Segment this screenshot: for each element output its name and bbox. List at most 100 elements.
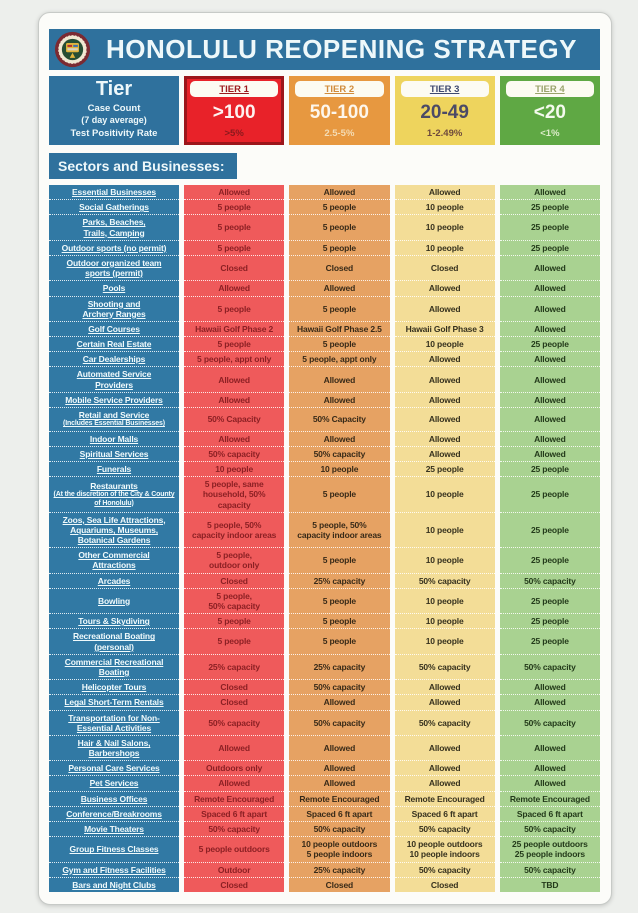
tier-3-value: Remote Encouraged (394, 791, 495, 807)
tier-4-value: 50% capacity (499, 573, 600, 589)
tier-3-value: Closed (394, 255, 495, 282)
tier-4-value: Allowed (499, 281, 600, 297)
tier-3-value: 10 people (394, 614, 495, 630)
tier-1-value: 5 people (184, 215, 285, 241)
tier-2-value: 5 people (289, 240, 390, 256)
tier-1-value: 50% Capacity (184, 408, 285, 432)
tier-2-value: Allowed (289, 392, 390, 408)
tier-1-value: Allowed (184, 281, 285, 297)
tier-3-value: 50% capacity (394, 654, 495, 681)
tier-3-value: Hawaii Golf Phase 3 (394, 321, 495, 338)
tier-4-value: 25 people (499, 614, 600, 630)
tier-3-value: Allowed (394, 776, 495, 792)
tier-2-value: 50% capacity (289, 680, 390, 696)
tier-1-value: Remote Encouraged (184, 791, 285, 807)
tier-2-value: 5 people (289, 548, 390, 574)
tier-4-value: 25 people outdoors 25 people indoors (499, 837, 600, 863)
sector-label: Conference/Breakrooms (49, 806, 179, 823)
sector-label: Other Commercial Attractions (49, 548, 179, 574)
tier-1-value: Spaced 6 ft apart (184, 806, 285, 823)
tier-1-value: 50% capacity (184, 822, 285, 838)
tier-2-value: Spaced 6 ft apart (289, 806, 390, 823)
tier-4-value: Spaced 6 ft apart (499, 806, 600, 823)
tier-3-value: Spaced 6 ft apart (394, 806, 495, 823)
tier-1-value: 5 people, outdoor only (184, 548, 285, 574)
tier-1-value: Allowed (184, 367, 285, 393)
tier-3-value: Allowed (394, 296, 495, 322)
tier-1-value: 5 people (184, 629, 285, 655)
tier-4-value: Allowed (499, 695, 600, 711)
sector-label: Arcades (49, 573, 179, 589)
tier-3-value: Allowed (394, 761, 495, 777)
sector-label: Gym and Fitness Facilities (49, 862, 179, 878)
sector-label: Pools (49, 281, 179, 297)
tier-3-value: 10 people (394, 240, 495, 256)
tier-1-value: Allowed (184, 776, 285, 792)
sector-label: Shooting and Archery Ranges (49, 296, 179, 322)
tier-1-value: 5 people (184, 200, 285, 216)
tier-2-value: 5 people, 50% capacity indoor areas (289, 512, 390, 549)
tier-4-case-count: <20 (533, 102, 566, 123)
tier-3-value: 10 people (394, 512, 495, 549)
tier-3-value: Allowed (394, 352, 495, 368)
tier-1-value: 10 people (184, 461, 285, 478)
tier-4-value: Allowed (499, 392, 600, 408)
tier-2-value: 5 people (289, 296, 390, 322)
tier-1-value: 50% capacity (184, 710, 285, 736)
sectors-heading: Sectors and Businesses: (49, 153, 237, 179)
tier-3-value: 10 people (394, 200, 495, 216)
sector-label: Recreational Boating (personal) (49, 629, 179, 655)
tier-4-value: 25 people (499, 337, 600, 353)
tier-1-header: TIER 1 >100 >5% (184, 76, 285, 145)
tier-1-value: 5 people, same household, 50% capacity (184, 477, 285, 513)
tier-summary-table: Tier Case Count (7 day average) Test Pos… (49, 76, 600, 145)
tier-3-value: Allowed (394, 446, 495, 462)
tier-4-value: Allowed (499, 431, 600, 447)
tier-2-value: Remote Encouraged (289, 791, 390, 807)
tier-3-positivity: 1-2.49% (426, 128, 463, 139)
tier-2-value: 10 people (289, 461, 390, 478)
tier-corner-header: Tier Case Count (7 day average) Test Pos… (49, 76, 179, 145)
tier-1-value: 5 people (184, 337, 285, 353)
tier-2-value: 5 people (289, 614, 390, 630)
tier-3-value: 10 people outdoors 10 people indoors (394, 837, 495, 863)
sector-label: Outdoor organized team sports (permit) (49, 255, 179, 282)
tier-2-value: Allowed (289, 735, 390, 762)
tier-3-value: 10 people (394, 629, 495, 655)
tier-1-name-pill: TIER 1 (190, 81, 279, 97)
tier-4-value: Allowed (499, 408, 600, 432)
honolulu-city-seal-icon (54, 31, 91, 68)
tier-2-value: 5 people (289, 588, 390, 615)
tier-1-value: Allowed (184, 185, 285, 201)
tier-4-value: Allowed (499, 321, 600, 338)
tier-4-value: Allowed (499, 776, 600, 792)
tier-label: Tier (95, 78, 133, 100)
tier-2-value: Allowed (289, 367, 390, 393)
sector-label: Zoos, Sea Life Attractions, Aquariums, M… (49, 512, 179, 549)
tier-4-value: 25 people (499, 461, 600, 478)
tier-2-value: 50% Capacity (289, 408, 390, 432)
sector-label: Restaurants (At the discretion of the Cit… (49, 477, 179, 513)
tier-2-value: 5 people (289, 477, 390, 513)
sector-label: Retail and Service (Includes Essential Bu… (49, 408, 179, 432)
tier-3-value: Allowed (394, 695, 495, 711)
tier-1-value: Outdoors only (184, 761, 285, 777)
tier-4-value: 50% capacity (499, 654, 600, 681)
tier-1-value: 5 people, 50% capacity indoor areas (184, 512, 285, 549)
sector-matrix-table: Essential Businesses Allowed Allowed Allowe… (49, 185, 600, 892)
tier-4-value: 25 people (499, 548, 600, 574)
tier-3-value: Allowed (394, 281, 495, 297)
tier-4-value: Allowed (499, 735, 600, 762)
tier-1-value: Outdoor (184, 862, 285, 878)
tier-3-value: Allowed (394, 431, 495, 447)
tier-4-value: 25 people (499, 477, 600, 513)
tier-2-case-count: 50-100 (309, 102, 369, 123)
tier-1-value: 5 people (184, 296, 285, 322)
tier-1-value: Allowed (184, 735, 285, 762)
tier-2-value: 50% capacity (289, 822, 390, 838)
tier-3-value: 50% capacity (394, 862, 495, 878)
tier-1-value: Closed (184, 877, 285, 892)
sector-label: Bars and Night Clubs (49, 877, 179, 892)
tier-3-value: Allowed (394, 408, 495, 432)
tier-3-value: 10 people (394, 548, 495, 574)
